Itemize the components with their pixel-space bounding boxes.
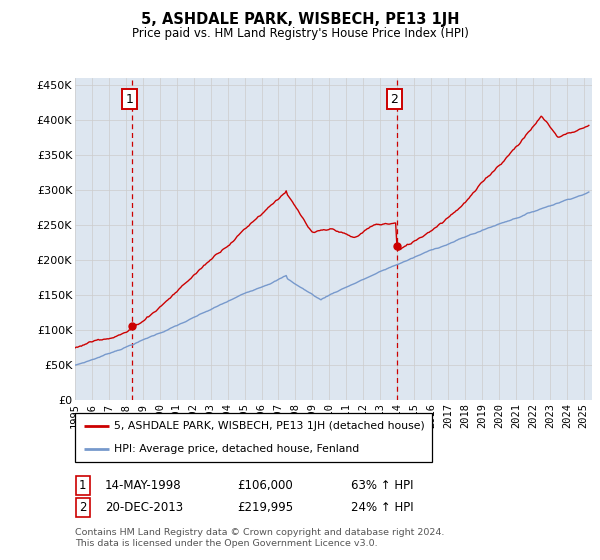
Text: £219,995: £219,995 [237,501,293,515]
Text: 2: 2 [390,93,398,106]
Text: 20-DEC-2013: 20-DEC-2013 [105,501,183,515]
Text: 1: 1 [125,93,134,106]
Text: 1: 1 [79,479,86,492]
Text: Price paid vs. HM Land Registry's House Price Index (HPI): Price paid vs. HM Land Registry's House … [131,27,469,40]
Text: £106,000: £106,000 [237,479,293,492]
Text: 5, ASHDALE PARK, WISBECH, PE13 1JH: 5, ASHDALE PARK, WISBECH, PE13 1JH [141,12,459,27]
Text: 5, ASHDALE PARK, WISBECH, PE13 1JH (detached house): 5, ASHDALE PARK, WISBECH, PE13 1JH (deta… [114,421,425,431]
Text: 2: 2 [79,501,86,515]
Text: 14-MAY-1998: 14-MAY-1998 [105,479,182,492]
Text: Contains HM Land Registry data © Crown copyright and database right 2024.
This d: Contains HM Land Registry data © Crown c… [75,528,445,548]
FancyBboxPatch shape [75,413,432,462]
Text: 24% ↑ HPI: 24% ↑ HPI [351,501,413,515]
Text: HPI: Average price, detached house, Fenland: HPI: Average price, detached house, Fenl… [114,444,359,454]
Text: 63% ↑ HPI: 63% ↑ HPI [351,479,413,492]
